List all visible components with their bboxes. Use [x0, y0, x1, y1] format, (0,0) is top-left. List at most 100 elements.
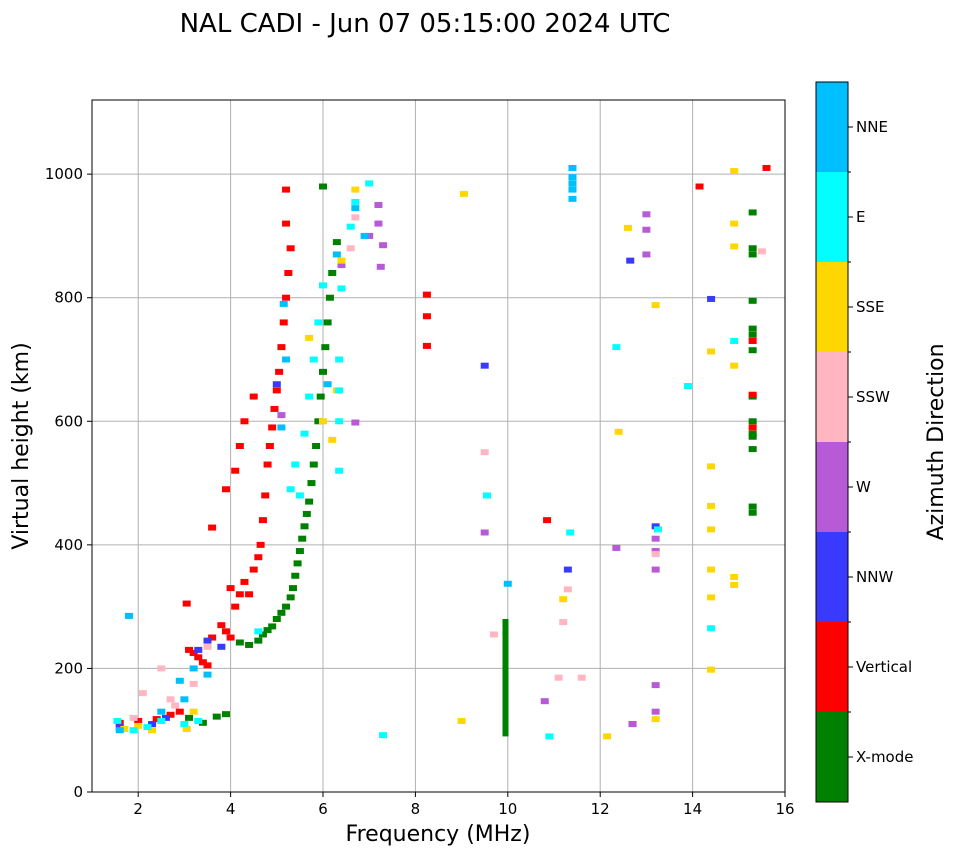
echo-vertical	[275, 368, 284, 375]
echo-ssw	[651, 551, 660, 558]
echo-x-mode	[302, 510, 311, 517]
colorbar-label-sse: SSE	[856, 298, 885, 316]
echo-sse	[351, 186, 360, 193]
echo-x-mode	[748, 503, 757, 510]
echo-vertical	[166, 711, 175, 718]
echo-sse	[319, 418, 327, 425]
echo-e	[295, 492, 304, 499]
echo-vertical	[240, 578, 249, 585]
echo-vertical	[249, 566, 258, 573]
echo-vertical	[194, 654, 203, 661]
echo-x-mode	[300, 523, 309, 530]
echo-sse	[707, 463, 716, 470]
echo-vertical	[221, 486, 230, 493]
echo-e	[309, 356, 318, 363]
echo-x-mode	[748, 509, 757, 516]
echo-w	[374, 202, 383, 209]
x-tick-label: 10	[498, 800, 517, 818]
echo-nne	[189, 665, 198, 672]
echo-bar-x-mode	[502, 619, 509, 737]
echo-vertical	[265, 443, 274, 449]
echo-vertical	[748, 391, 757, 398]
echo-vertical	[208, 524, 217, 531]
echo-x-mode	[748, 430, 757, 437]
echo-sse	[457, 717, 466, 724]
colorbar-label-x-mode: X-mode	[856, 748, 913, 766]
echo-x-mode	[748, 418, 757, 425]
echo-x-mode	[748, 209, 757, 216]
echo-vertical	[695, 183, 704, 190]
echo-e	[254, 628, 263, 635]
echo-sse	[559, 596, 568, 603]
x-axis-label: Frequency (MHz)	[346, 822, 531, 847]
echo-x-mode	[309, 461, 318, 468]
echo-sse	[614, 428, 623, 435]
echo-vertical	[748, 337, 757, 344]
echo-vertical	[422, 313, 431, 320]
echo-vertical	[270, 405, 279, 412]
echo-vertical	[235, 591, 244, 598]
echo-nnw	[148, 721, 157, 728]
y-tick-label: 200	[54, 659, 83, 677]
echo-e	[291, 461, 300, 468]
echo-x-mode	[295, 548, 304, 555]
echo-w	[651, 548, 660, 555]
echo-e	[483, 492, 492, 499]
y-axis: 0 200 400 600 800 1000	[45, 165, 92, 801]
echo-sse	[305, 334, 314, 341]
colorbar-segment	[816, 82, 848, 172]
echo-x-mode	[319, 183, 327, 190]
echo-vertical	[258, 517, 267, 524]
echo-e	[545, 733, 554, 740]
echo-vertical	[282, 220, 291, 227]
echo-nne	[503, 580, 512, 587]
echo-nnw	[217, 643, 226, 650]
echo-x-mode	[258, 631, 267, 638]
echo-ssw	[489, 631, 498, 638]
echo-x-mode	[748, 251, 757, 258]
echo-vertical	[279, 319, 288, 326]
echo-x-mode	[325, 294, 334, 301]
x-tick-label: 14	[683, 800, 702, 818]
echo-x-mode	[277, 609, 286, 616]
echo-x-mode	[288, 585, 297, 592]
echo-nne	[277, 424, 286, 431]
echo-e	[346, 223, 355, 230]
echo-e	[180, 721, 189, 728]
echo-x-mode	[254, 637, 263, 644]
echo-vertical	[221, 628, 230, 635]
echo-nne	[279, 300, 288, 307]
echo-ssw	[166, 696, 175, 703]
echo-ssw	[203, 643, 212, 650]
echo-w	[642, 211, 651, 218]
colorbar-segment	[816, 532, 848, 622]
echo-nnw	[272, 381, 281, 388]
echo-nne	[568, 164, 577, 171]
echo-e	[335, 467, 344, 474]
y-tick-label: 600	[54, 412, 83, 430]
echo-vertical	[282, 186, 291, 193]
echo-e	[612, 344, 621, 351]
echo-vertical	[286, 245, 295, 252]
echo-x-mode	[212, 713, 221, 720]
echo-x-mode	[263, 627, 272, 634]
echo-ssw	[563, 586, 572, 593]
echo-vertical	[263, 461, 272, 468]
echo-w	[365, 232, 374, 239]
echo-vertical	[231, 467, 240, 474]
echo-vertical	[235, 443, 244, 449]
echo-nnw	[161, 714, 170, 721]
x-tick-label: 16	[775, 800, 794, 818]
echo-e	[335, 356, 344, 363]
echo-e	[351, 198, 360, 205]
echo-nne	[568, 195, 577, 202]
echo-w	[642, 251, 651, 258]
echo-nne	[175, 677, 184, 684]
echo-nne	[360, 232, 369, 239]
echo-ssw	[129, 714, 138, 721]
echo-nne	[351, 205, 360, 212]
echo-e	[683, 383, 692, 390]
echo-ssw	[757, 248, 766, 255]
echo-nne	[282, 356, 291, 363]
